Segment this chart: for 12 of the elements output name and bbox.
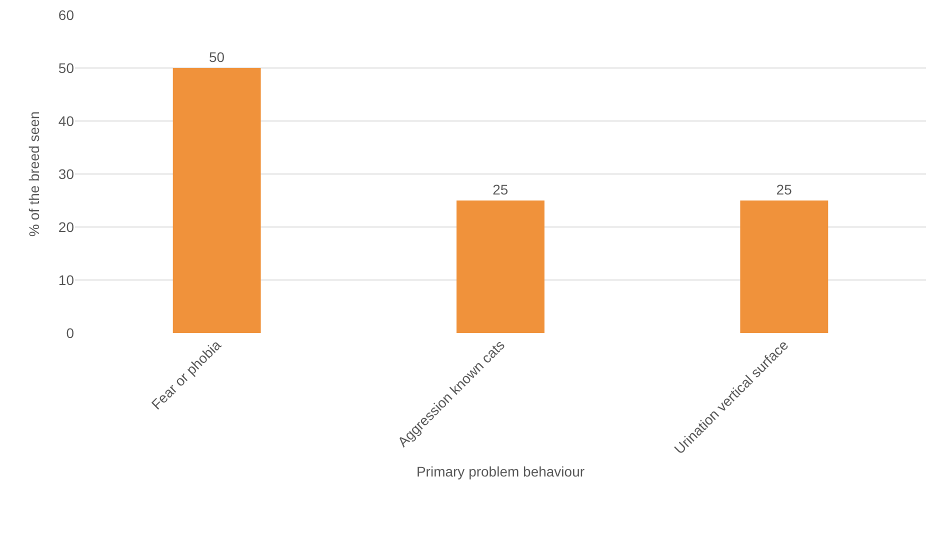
data-label: 50 bbox=[208, 49, 225, 65]
y-tick-label: 50 bbox=[58, 60, 74, 76]
data-label: 25 bbox=[776, 182, 792, 198]
y-axis-title: % of the breed seen bbox=[26, 111, 42, 237]
y-tick-label: 40 bbox=[58, 112, 74, 129]
data-label: 25 bbox=[492, 182, 508, 198]
y-tick-label: 20 bbox=[58, 218, 74, 235]
y-tick-label: 10 bbox=[58, 272, 74, 288]
y-tick-label: 30 bbox=[58, 166, 74, 182]
x-axis-title: Primary problem behaviour bbox=[416, 463, 585, 480]
y-tick-label: 0 bbox=[66, 324, 74, 341]
y-tick-label: 60 bbox=[58, 6, 74, 23]
